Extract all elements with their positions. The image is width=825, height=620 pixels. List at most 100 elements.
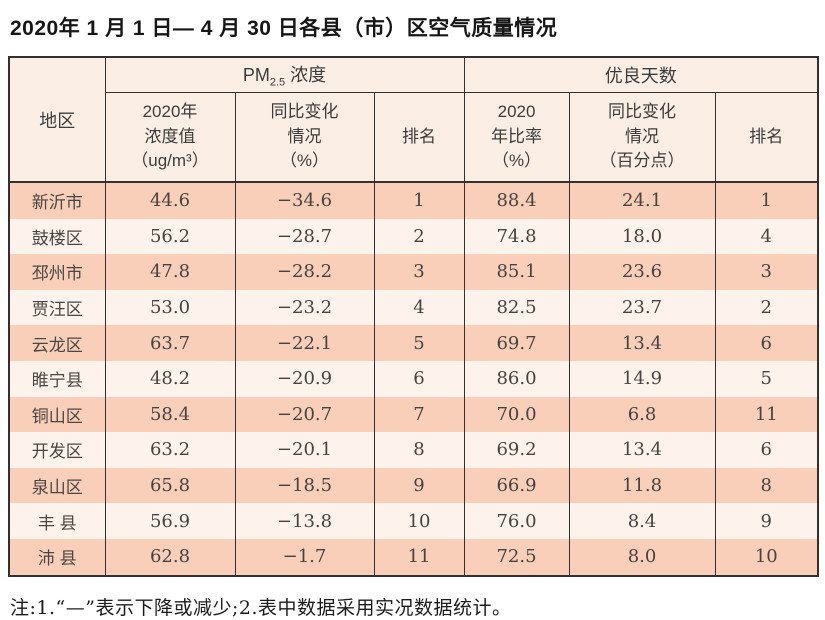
good-rate-cell: 85.1 — [463, 254, 570, 290]
region-cell: 邳州市 — [8, 254, 106, 290]
pm25-rank-cell: 10 — [373, 503, 465, 539]
good-rank-cell: 5 — [714, 360, 819, 397]
good-rank-cell: 8 — [714, 467, 819, 504]
good-rate-cell: 88.4 — [463, 182, 570, 219]
pm25-change-cell: −23.2 — [234, 289, 375, 326]
table-header: 地区 PM2.5 浓度 优良天数 2020年 浓度值 （ug/m³） 同比变化 … — [8, 57, 819, 182]
column-header-good-change: 同比变化 情况 （百分点） — [568, 92, 716, 182]
good-rank-cell: 1 — [714, 182, 819, 219]
table-row: 新沂市 44.6 −34.6 1 88.4 24.1 1 — [8, 182, 819, 219]
good-rank-cell: 10 — [714, 538, 819, 576]
table-row: 邳州市 47.8 −28.2 3 85.1 23.6 3 — [8, 254, 819, 290]
good-rate-cell: 76.0 — [463, 503, 570, 539]
good-rank-cell: 6 — [714, 432, 819, 468]
pm25-value-cell: 65.8 — [104, 467, 236, 504]
good-rate-cell: 74.8 — [463, 218, 570, 255]
good-change-cell: 11.8 — [568, 467, 716, 504]
pm25-change-cell: −20.9 — [234, 360, 375, 397]
pm25-change-cell: −28.7 — [234, 218, 375, 255]
table-row: 睢宁县 48.2 −20.9 6 86.0 14.9 5 — [8, 360, 819, 397]
footnote: 注:1.“—”表示下降或减少;2.表中数据采用实况数据统计。 — [10, 596, 512, 619]
pm25-change-cell: −1.7 — [234, 538, 375, 576]
good-rate-cell: 66.9 — [463, 467, 570, 504]
pm25-change-cell: −28.2 — [234, 254, 375, 290]
pm25-rank-cell: 9 — [373, 467, 465, 504]
good-change-cell: 6.8 — [568, 396, 716, 433]
pm25-rank-cell: 5 — [373, 325, 465, 361]
pm25-label-suffix: 浓度 — [285, 65, 327, 86]
pm25-value-cell: 58.4 — [104, 396, 236, 433]
table-body: 新沂市 44.6 −34.6 1 88.4 24.1 1 鼓楼区 56.2 −2… — [8, 182, 819, 576]
pm25-change-cell: −34.6 — [234, 182, 375, 219]
good-change-cell: 13.4 — [568, 432, 716, 468]
region-cell: 新沂市 — [8, 182, 106, 219]
good-change-cell: 23.7 — [568, 289, 716, 326]
good-rank-cell: 6 — [714, 325, 819, 361]
region-cell: 睢宁县 — [8, 360, 106, 397]
region-cell: 丰 县 — [8, 503, 106, 539]
region-cell: 鼓楼区 — [8, 218, 106, 255]
pm25-value-cell: 48.2 — [104, 360, 236, 397]
good-rate-cell: 82.5 — [463, 289, 570, 326]
pm25-value-cell: 62.8 — [104, 538, 236, 576]
page-title: 2020年 1 月 1 日— 4 月 30 日各县（市）区空气质量情况 — [10, 17, 558, 40]
region-cell: 泉山区 — [8, 467, 106, 504]
pm25-label-prefix: PM — [242, 65, 270, 86]
sub-header-row: 2020年 浓度值 （ug/m³） 同比变化 情况 （%） 排名 2020 年比… — [9, 92, 819, 182]
pm25-rank-cell: 2 — [373, 218, 465, 255]
pm25-change-cell: −22.1 — [234, 325, 375, 361]
group-header-pm25: PM2.5 浓度 — [104, 57, 465, 93]
good-change-cell: 14.9 — [568, 360, 716, 397]
region-cell: 开发区 — [8, 432, 106, 468]
region-cell: 铜山区 — [8, 396, 106, 433]
pm25-change-cell: −20.1 — [234, 432, 375, 468]
table-row: 贾汪区 53.0 −23.2 4 82.5 23.7 2 — [8, 289, 819, 326]
pm25-change-cell: −20.7 — [234, 396, 375, 433]
good-rate-cell: 69.2 — [463, 432, 570, 468]
table-row: 丰 县 56.9 −13.8 10 76.0 8.4 9 — [8, 503, 819, 539]
pm25-rank-cell: 8 — [373, 432, 465, 468]
group-header-good-days: 优良天数 — [463, 57, 819, 93]
column-header-pm25-rank: 排名 — [373, 92, 465, 182]
good-change-cell: 8.0 — [568, 538, 716, 576]
good-change-cell: 18.0 — [568, 218, 716, 255]
column-header-region: 地区 — [8, 57, 106, 182]
column-header-pm25-change: 同比变化 情况 （%） — [234, 92, 375, 182]
table-row: 沛 县 62.8 −1.7 11 72.5 8.0 10 — [8, 538, 819, 576]
pm25-value-cell: 63.7 — [104, 325, 236, 361]
pm25-value-cell: 44.6 — [104, 182, 236, 219]
region-cell: 贾汪区 — [8, 289, 106, 326]
column-header-good-rank: 排名 — [714, 92, 819, 182]
good-rank-cell: 9 — [714, 503, 819, 539]
good-rank-cell: 4 — [714, 218, 819, 255]
pm25-change-cell: −13.8 — [234, 503, 375, 539]
pm25-rank-cell: 11 — [373, 538, 465, 576]
good-rate-cell: 86.0 — [463, 360, 570, 397]
good-rate-cell: 72.5 — [463, 538, 570, 576]
table-row: 铜山区 58.4 −20.7 7 70.0 6.8 11 — [8, 396, 819, 433]
pm25-label-subscript: 2.5 — [269, 76, 286, 89]
pm25-value-cell: 63.2 — [104, 432, 236, 468]
good-rank-cell: 2 — [714, 289, 819, 326]
table-row: 鼓楼区 56.2 −28.7 2 74.8 18.0 4 — [8, 218, 819, 255]
good-change-cell: 24.1 — [568, 182, 716, 219]
pm25-rank-cell: 4 — [373, 289, 465, 326]
pm25-value-cell: 56.9 — [104, 503, 236, 539]
good-rate-cell: 69.7 — [463, 325, 570, 361]
group-header-row: 地区 PM2.5 浓度 优良天数 — [8, 57, 819, 182]
region-cell: 云龙区 — [8, 325, 106, 361]
pm25-value-cell: 53.0 — [104, 289, 236, 326]
table-row: 开发区 63.2 −20.1 8 69.2 13.4 6 — [8, 432, 819, 468]
table-row: 云龙区 63.7 −22.1 5 69.7 13.4 6 — [8, 325, 819, 361]
good-change-cell: 23.6 — [568, 254, 716, 290]
good-rank-cell: 3 — [714, 254, 819, 290]
column-header-pm25-value: 2020年 浓度值 （ug/m³） — [104, 92, 236, 182]
good-rank-cell: 11 — [714, 396, 819, 433]
pm25-rank-cell: 6 — [373, 360, 465, 397]
region-cell: 沛 县 — [8, 538, 106, 576]
good-rate-cell: 70.0 — [463, 396, 570, 433]
pm25-rank-cell: 7 — [373, 396, 465, 433]
column-header-good-rate: 2020 年比率 （%） — [463, 92, 570, 182]
air-quality-table: 地区 PM2.5 浓度 优良天数 2020年 浓度值 （ug/m³） 同比变化 … — [8, 56, 820, 577]
